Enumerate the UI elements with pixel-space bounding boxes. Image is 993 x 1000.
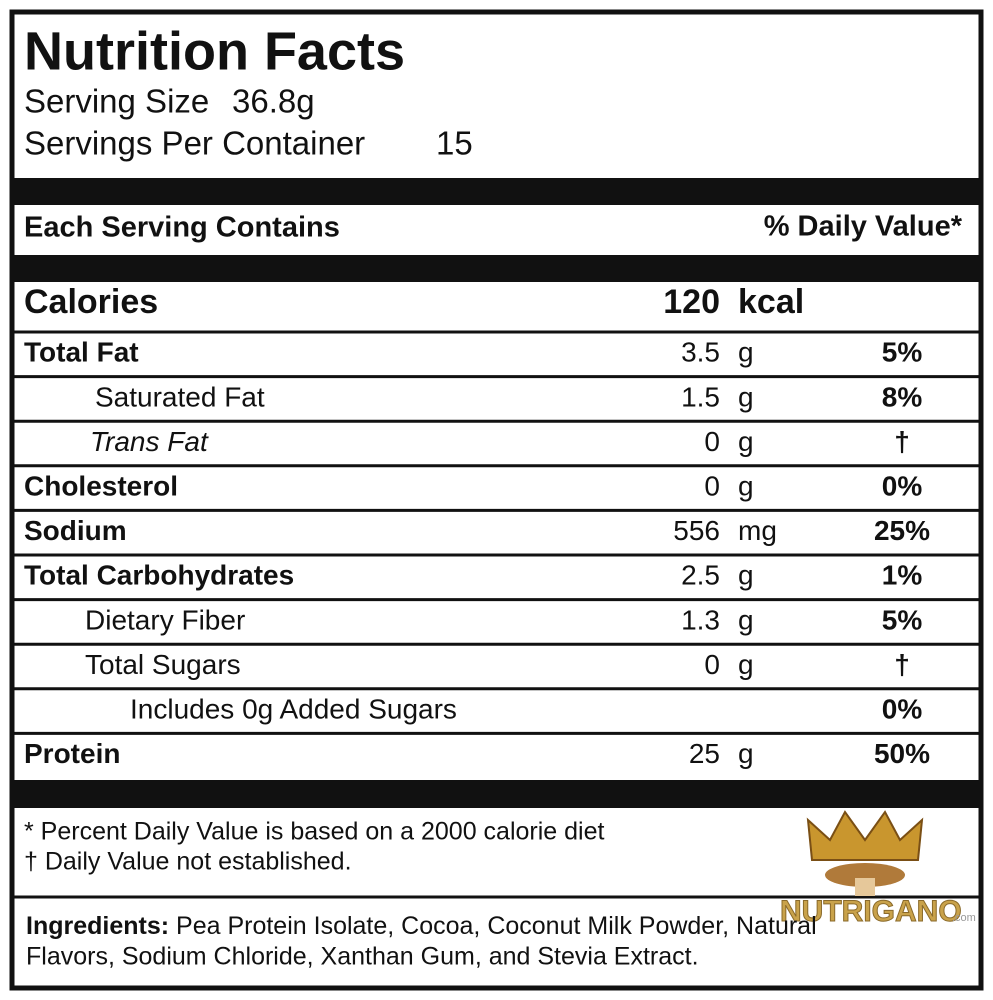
nutrient-amount: 0 (704, 470, 720, 501)
header-left: Each Serving Contains (24, 212, 340, 244)
title: Nutrition Facts (24, 21, 405, 81)
servings-label: Servings Per Container (24, 125, 365, 162)
daily-value: 5% (882, 337, 923, 368)
nutrient-name: Trans Fat (90, 426, 209, 457)
nutrient-name: Cholesterol (24, 470, 178, 501)
separator-bar (14, 178, 979, 205)
logo-mushroom (825, 863, 905, 887)
daily-value: 8% (882, 381, 923, 412)
nutrient-name: Protein (24, 738, 120, 769)
calories-amount: 120 (663, 283, 720, 321)
calories-label: Calories (24, 283, 158, 321)
nutrient-name: Total Sugars (85, 649, 241, 680)
nutrient-amount: 1.3 (681, 604, 720, 635)
nutrient-unit: g (738, 337, 754, 368)
logo-name: NUTRIGANO (780, 895, 962, 928)
nutrient-amount: 1.5 (681, 381, 720, 412)
footnote: * Percent Daily Value is based on a 2000… (24, 818, 604, 846)
serving-size-label: Serving Size (24, 83, 209, 120)
logo-stem (855, 878, 875, 896)
nutrient-unit: g (738, 604, 754, 635)
nutrient-amount: 0 (704, 649, 720, 680)
ingredients-text: Pea Protein Isolate, Cocoa, Coconut Milk… (176, 912, 817, 940)
serving-size-value: 36.8g (232, 83, 315, 120)
nutrient-unit: mg (738, 515, 777, 546)
daily-value: 0% (882, 470, 923, 501)
servings-value: 15 (436, 125, 473, 162)
logo-suffix: .com (952, 912, 976, 924)
separator-bar (14, 255, 979, 282)
daily-value: 5% (882, 604, 923, 635)
nutrient-unit: g (738, 426, 754, 457)
nutrient-unit: g (738, 649, 754, 680)
nutrient-amount: 0 (704, 426, 720, 457)
daily-value: 1% (882, 560, 923, 591)
daily-value: † (894, 649, 910, 680)
label-border (9, 9, 984, 991)
nutrient-name: Saturated Fat (95, 381, 265, 412)
nutrient-name: Dietary Fiber (85, 604, 245, 635)
logo-crown (806, 810, 924, 861)
nutrient-amount: 2.5 (681, 560, 720, 591)
ingredients-line: Ingredients: Pea Protein Isolate, Cocoa,… (26, 912, 817, 940)
footnote: † Daily Value not established. (24, 848, 352, 876)
nutrient-unit: g (738, 738, 754, 769)
calories-unit: kcal (738, 283, 804, 321)
separator-bar (14, 780, 979, 808)
nutrient-unit: g (738, 560, 754, 591)
nutrient-unit: g (738, 381, 754, 412)
nutrient-amount: 556 (673, 515, 720, 546)
daily-value: 0% (882, 693, 923, 724)
header-right: % Daily Value* (764, 211, 963, 243)
nutrient-name: Includes 0g Added Sugars (130, 693, 457, 724)
nutrient-name: Total Fat (24, 337, 139, 368)
nutrient-name: Sodium (24, 515, 127, 546)
nutrient-unit: g (738, 470, 754, 501)
ingredients-label: Ingredients: (26, 912, 169, 940)
nutrient-amount: 3.5 (681, 337, 720, 368)
nutrient-amount: 25 (689, 738, 720, 769)
logo: NUTRIGANO .com (780, 810, 976, 928)
ingredients-text: Flavors, Sodium Chloride, Xanthan Gum, a… (26, 943, 699, 971)
daily-value: † (894, 426, 910, 457)
daily-value: 50% (874, 738, 930, 769)
nutrient-name: Total Carbohydrates (24, 560, 294, 591)
daily-value: 25% (874, 515, 930, 546)
